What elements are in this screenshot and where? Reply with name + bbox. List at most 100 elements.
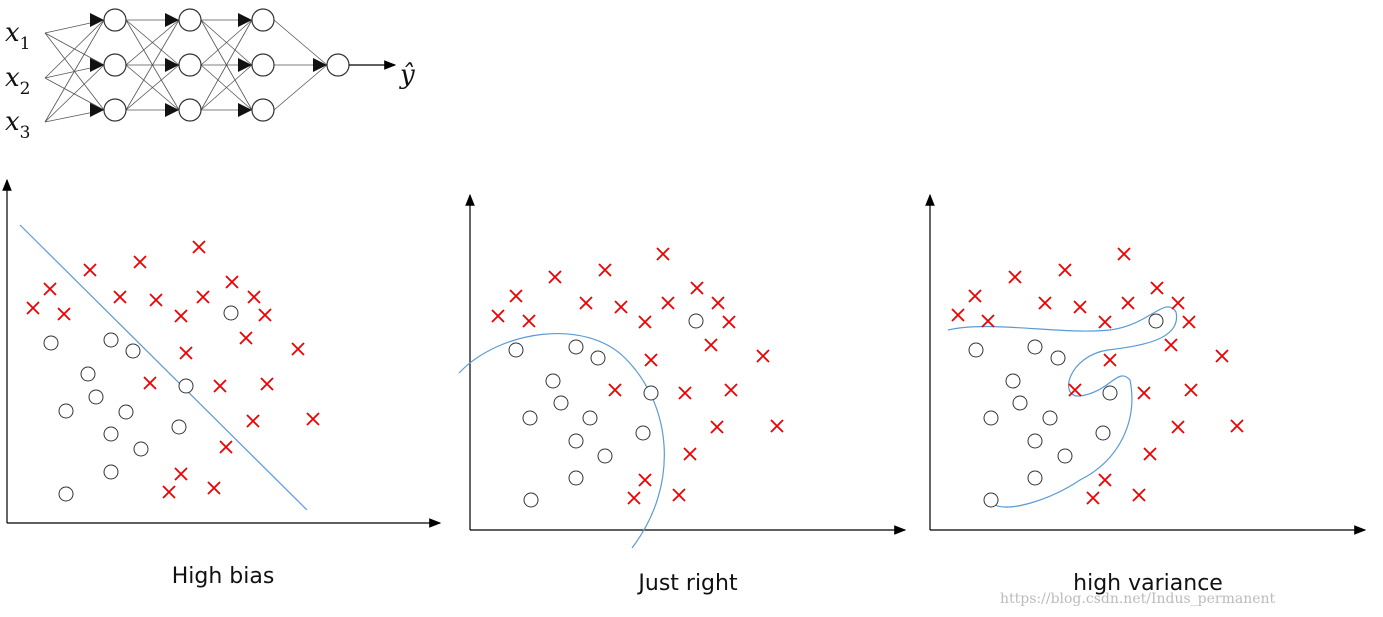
positive-sample: [968, 289, 982, 303]
decision-boundary: [19, 224, 308, 511]
edge: [44, 19, 105, 123]
positive-sample: [162, 485, 176, 499]
node: [251, 53, 275, 77]
positive-sample: [219, 440, 233, 454]
edge: [125, 19, 180, 66]
positive-sample: [83, 263, 97, 277]
positive-sample: [174, 467, 188, 481]
input-subscript: 1: [20, 34, 31, 54]
negative-sample: [1050, 350, 1066, 366]
positive-sample: [1058, 263, 1072, 277]
positive-sample: [1073, 300, 1087, 314]
negative-sample: [58, 486, 74, 502]
positive-sample: [704, 338, 718, 352]
negative-sample: [635, 425, 651, 441]
positive-sample: [260, 377, 274, 391]
positive-sample: [213, 379, 227, 393]
node: [251, 8, 275, 32]
negative-sample: [223, 305, 239, 321]
caption: High bias: [172, 564, 275, 589]
plots: [2, 178, 1367, 549]
negative-sample: [118, 404, 134, 420]
input-label: x2: [5, 63, 31, 99]
positive-sample: [57, 307, 71, 321]
positive-sample: [26, 301, 40, 315]
negative-sample: [968, 342, 984, 358]
edge: [44, 64, 105, 123]
positive-sample: [722, 315, 736, 329]
edge: [125, 19, 180, 111]
negative-sample: [1027, 339, 1043, 355]
positive-sample: [143, 376, 157, 390]
positive-sample: [1121, 296, 1135, 310]
positive-sample: [1137, 386, 1151, 400]
node: [178, 98, 202, 122]
node: [103, 98, 127, 122]
positive-sample: [1038, 296, 1052, 310]
positive-sample: [1068, 383, 1082, 397]
positive-sample: [644, 353, 658, 367]
positive-sample: [608, 383, 622, 397]
negative-sample: [568, 339, 584, 355]
negative-sample: [523, 492, 539, 508]
edge: [200, 64, 253, 111]
positive-sample: [951, 308, 965, 322]
positive-sample: [627, 491, 641, 505]
arrowhead: [90, 103, 104, 117]
negative-sample: [171, 419, 187, 435]
negative-sample: [1027, 470, 1043, 486]
positive-sample: [1171, 296, 1185, 310]
caption: Just right: [636, 571, 738, 596]
negative-sample: [590, 350, 606, 366]
input-symbol: x: [5, 63, 20, 93]
arrowhead: [313, 58, 327, 72]
positive-sample: [1164, 338, 1178, 352]
positive-sample: [306, 412, 320, 426]
arrowhead: [90, 58, 104, 72]
positive-sample: [1132, 488, 1146, 502]
negative-sample: [1148, 313, 1164, 329]
negative-sample: [80, 366, 96, 382]
arrowhead: [90, 13, 104, 27]
edge: [200, 19, 253, 66]
positive-sample: [656, 247, 670, 261]
positive-sample: [683, 447, 697, 461]
negative-sample: [125, 343, 141, 359]
positive-sample: [522, 314, 536, 328]
positive-sample: [598, 263, 612, 277]
positive-sample: [756, 349, 770, 363]
input-subscript: 2: [20, 79, 31, 99]
positive-sample: [1098, 473, 1112, 487]
decision-boundary: [947, 306, 1178, 508]
arrowhead: [238, 103, 252, 117]
negative-sample: [643, 385, 659, 401]
arrowhead: [165, 103, 179, 117]
edge: [273, 64, 328, 111]
arrowhead: [165, 13, 179, 27]
positive-sample: [174, 309, 188, 323]
negative-sample: [983, 410, 999, 426]
scatter-panel: [458, 193, 907, 549]
negative-sample: [983, 492, 999, 508]
negative-sample: [43, 335, 59, 351]
positive-sample: [207, 481, 221, 495]
negative-sample: [1012, 395, 1028, 411]
positive-sample: [192, 240, 206, 254]
negative-sample: [103, 464, 119, 480]
positive-sample: [710, 420, 724, 434]
node: [326, 53, 350, 77]
positive-sample: [661, 296, 675, 310]
negative-sample: [88, 389, 104, 405]
node: [251, 98, 275, 122]
positive-sample: [225, 275, 239, 289]
node: [178, 8, 202, 32]
scatter-panel: [925, 193, 1367, 535]
negative-sample: [1095, 425, 1111, 441]
positive-sample: [246, 414, 260, 428]
input-symbol: x: [5, 107, 20, 137]
negative-sample: [508, 342, 524, 358]
arrowhead: [238, 13, 252, 27]
positive-sample: [291, 342, 305, 356]
negative-sample: [688, 313, 704, 329]
